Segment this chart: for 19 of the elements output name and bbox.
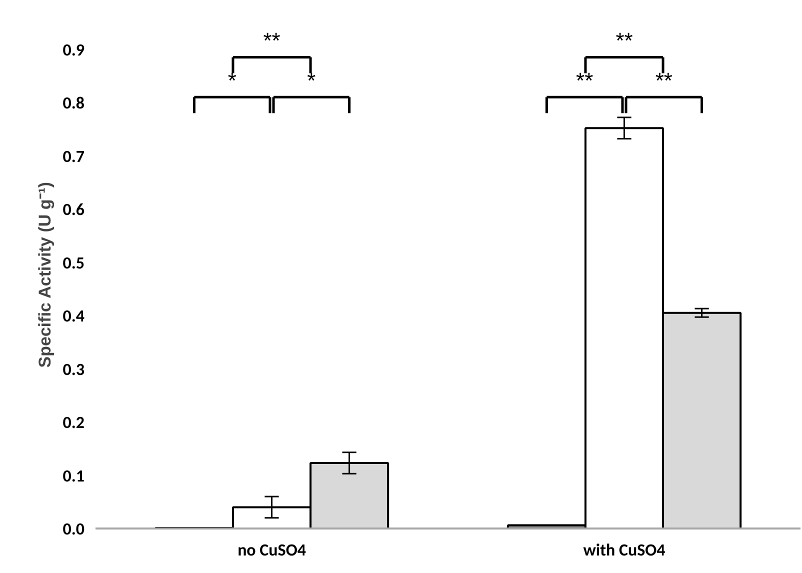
y-tick-label: 0.6 [62,199,85,220]
annotation: * [228,68,237,93]
y-tick-label: 0.3 [62,358,85,380]
y-axis-title: Specific Activity (U g⁻¹) [36,182,55,368]
y-tick-label: 0.8 [62,92,85,114]
y-tick-label: 0.5 [62,252,85,274]
annotation: ** [263,28,281,53]
annotation: * [307,68,316,93]
y-tick-label: 0.7 [62,146,85,167]
y-tick-label: 0.9 [62,39,85,60]
annotation: ** [655,68,673,93]
y-tick-label: 0.0 [62,518,85,540]
y-tick-label: 0.1 [62,465,85,486]
annotation: ** [616,28,634,53]
x-tick-label: with CuSO4 [583,540,666,560]
annotation: ** [576,68,594,93]
x-tick-label: no CuSO4 [238,540,306,560]
y-tick-label: 0.4 [62,306,85,326]
y-tick-label: 0.2 [62,412,85,433]
